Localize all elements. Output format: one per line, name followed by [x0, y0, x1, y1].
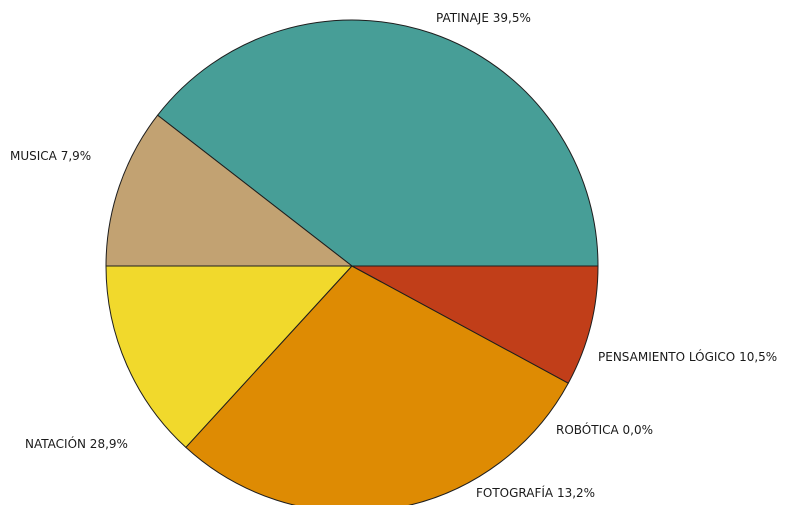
slice-label-natacion: NATACIÓN 28,9% — [25, 436, 128, 451]
slice-label-pensamiento-logico: PENSAMIENTO LÓGICO 10,5% — [598, 349, 777, 364]
pie-slice-fotografia — [105, 265, 353, 448]
slice-label-fotografia: FOTOGRAFÍA 13,2% — [476, 485, 595, 500]
slice-label-musica: MUSICA 7,9% — [10, 149, 91, 163]
pie-slice-musica — [351, 265, 599, 384]
pie-slice-pensamiento-logico — [105, 114, 353, 267]
pie-slice-natacion — [185, 265, 569, 505]
pie-slice-patinaje — [157, 19, 599, 267]
pie-labels: PATINAJE 39,5% PENSAMIENTO LÓGICO 10,5% RO… — [10, 11, 777, 500]
slice-label-patinaje: PATINAJE 39,5% — [436, 11, 531, 25]
pie-slices — [105, 19, 599, 505]
slice-label-robotica: ROBÓTICA 0,0% — [556, 422, 653, 437]
